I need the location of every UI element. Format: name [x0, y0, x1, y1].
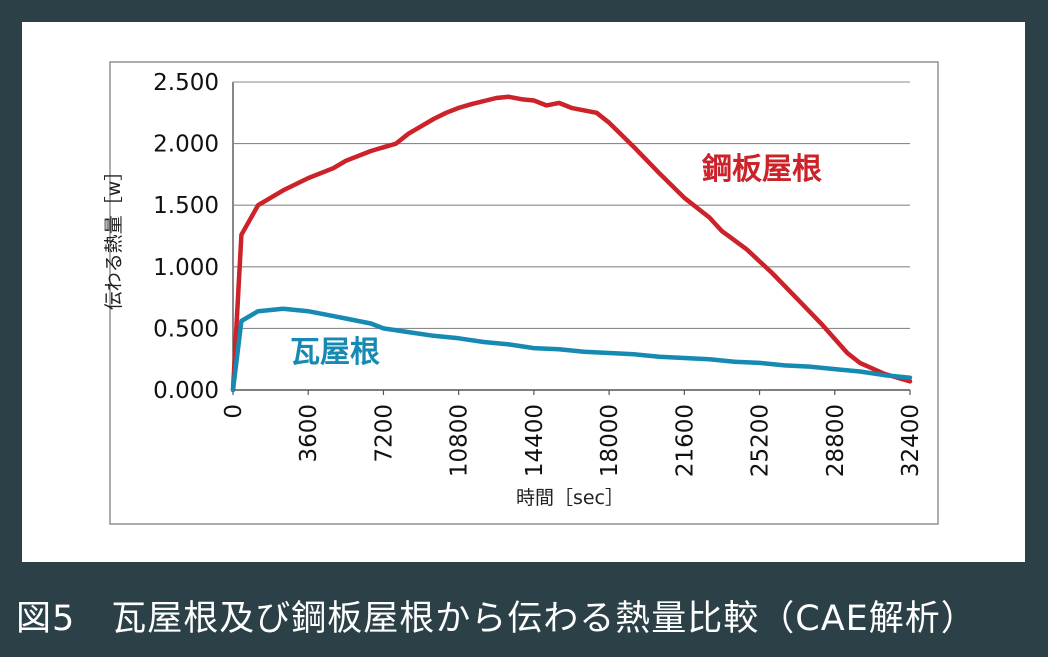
chart-frame [109, 61, 939, 525]
y-tick-label: 0.000 [153, 378, 219, 404]
y-tick-label: 0.500 [153, 316, 219, 342]
tile-roof-series-line [230, 306, 913, 393]
x-tick-label: 28800 [823, 404, 849, 477]
y-tick-label: 1.500 [153, 193, 219, 219]
y-axis-label: 伝わる熱量［w］ [103, 162, 125, 311]
steel-roof-series-label: 鋼板屋根 [702, 152, 822, 187]
chart-card: 0.000 0.500 1.000 1.500 2.000 2.500 0 3600 7200… [22, 22, 1025, 562]
x-tick-label: 18000 [597, 404, 623, 477]
x-tick-label: 21600 [672, 404, 698, 477]
x-tick-label: 7200 [371, 404, 397, 463]
figure-caption: 図5 瓦屋根及び鋼板屋根から伝わる熱量比較（CAE解析） [16, 599, 977, 639]
x-axis-label: 時間［sec］ [516, 487, 624, 509]
x-tick-label: 32400 [898, 404, 924, 477]
y-tick-label: 2.500 [153, 70, 219, 96]
steel-roof-series-line [230, 94, 913, 393]
tile-roof-series-label: 瓦屋根 [290, 335, 380, 370]
x-tick-label: 10800 [447, 404, 473, 477]
x-tick-label: 0 [221, 404, 247, 419]
x-tick-label: 14400 [522, 404, 548, 477]
x-tick-label: 3600 [296, 404, 322, 463]
x-tick-label: 25200 [748, 404, 774, 477]
line-chart: 0.000 0.500 1.000 1.500 2.000 2.500 0 3600 7200… [103, 61, 939, 525]
y-tick-label: 1.000 [153, 255, 219, 281]
y-tick-label: 2.000 [153, 132, 219, 158]
